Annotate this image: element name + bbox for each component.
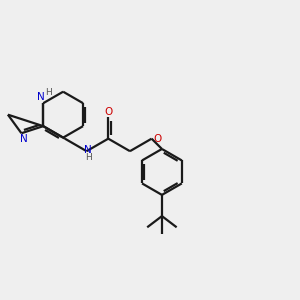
Text: N: N: [85, 145, 92, 155]
Text: N: N: [37, 92, 45, 102]
Text: O: O: [104, 106, 112, 117]
Text: N: N: [20, 134, 28, 144]
Text: H: H: [85, 153, 92, 162]
Text: H: H: [45, 88, 52, 97]
Text: O: O: [153, 134, 162, 144]
